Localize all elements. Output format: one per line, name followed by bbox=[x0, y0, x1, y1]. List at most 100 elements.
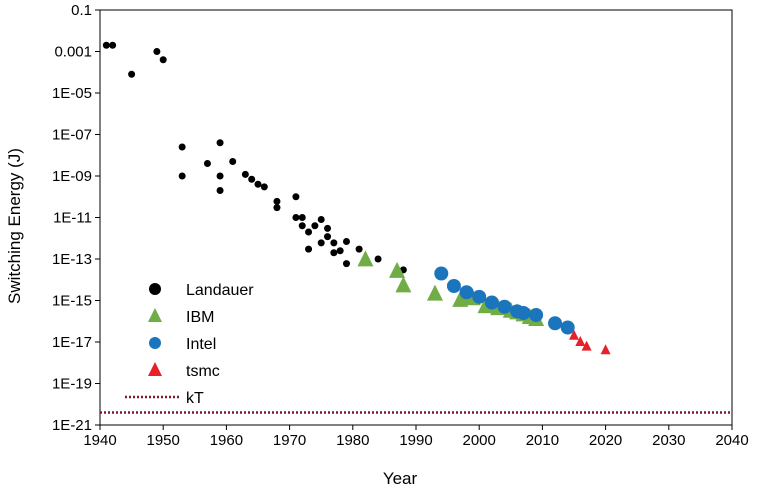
y-tick-label: 1E-19 bbox=[52, 376, 92, 393]
legend-item-kt: kT bbox=[125, 390, 204, 407]
landauer-point bbox=[305, 228, 313, 236]
y-tick-label: 1E-05 bbox=[52, 85, 92, 102]
y-tick-label: 1E-07 bbox=[52, 127, 92, 144]
landauer-point bbox=[273, 204, 281, 212]
y-tick-label: 1E-09 bbox=[52, 168, 92, 185]
legend-item-landauer: Landauer bbox=[149, 282, 254, 299]
landauer-point bbox=[342, 260, 350, 268]
landauer-point bbox=[336, 247, 344, 255]
intel-point bbox=[484, 295, 499, 310]
ibm-point bbox=[389, 261, 406, 278]
x-axis-ticks: 1940 1950 1960 1970 1980 1990 2000 2010 2020 2030… bbox=[83, 425, 749, 449]
landauer-point bbox=[292, 193, 300, 201]
landauer-point bbox=[128, 70, 136, 78]
landauer-point bbox=[292, 214, 300, 221]
legend-label: tsmc bbox=[186, 363, 220, 380]
legend-marker bbox=[148, 308, 162, 322]
landauer-point bbox=[254, 180, 262, 188]
landauer-point bbox=[203, 160, 211, 168]
landauer-point bbox=[102, 41, 110, 49]
landauer-point bbox=[229, 157, 237, 165]
legend-marker bbox=[148, 362, 162, 376]
series-tsmc bbox=[569, 329, 611, 355]
landauer-point bbox=[324, 233, 332, 241]
tsmc-point bbox=[600, 344, 611, 355]
x-tick-label: 1990 bbox=[399, 432, 432, 449]
x-tick-label: 2040 bbox=[715, 432, 748, 449]
intel-point bbox=[529, 308, 544, 323]
y-tick-label: 1E-21 bbox=[52, 417, 92, 434]
landauer-point bbox=[317, 239, 325, 247]
y-tick-label: 0.001 bbox=[54, 44, 92, 61]
landauer-point bbox=[298, 222, 306, 230]
y-tick-label: 1E-17 bbox=[52, 334, 92, 351]
y-tick-label: 1E-11 bbox=[53, 210, 92, 227]
y-tick-label: 0.1 bbox=[71, 2, 92, 19]
landauer-point bbox=[153, 48, 161, 55]
x-tick-label: 2000 bbox=[463, 432, 496, 449]
legend-marker bbox=[149, 337, 161, 349]
landauer-point bbox=[216, 172, 224, 180]
landauer-point bbox=[216, 187, 224, 195]
legend-label: Intel bbox=[186, 336, 216, 353]
landauer-point bbox=[374, 255, 382, 263]
x-tick-label: 1970 bbox=[273, 432, 306, 449]
landauer-point bbox=[273, 197, 281, 205]
landauer-point bbox=[109, 41, 117, 49]
legend-label: kT bbox=[186, 390, 204, 407]
landauer-point bbox=[330, 239, 338, 247]
y-axis-title: Switching Energy (J) bbox=[5, 148, 24, 304]
x-tick-label: 2020 bbox=[589, 432, 622, 449]
legend-item-intel: Intel bbox=[149, 336, 216, 353]
x-axis-title: Year bbox=[383, 469, 418, 488]
tsmc-point bbox=[569, 329, 579, 340]
landauer-point bbox=[311, 222, 319, 230]
landauer-point bbox=[260, 183, 268, 191]
x-tick-label: 1960 bbox=[210, 432, 243, 449]
landauer-point bbox=[305, 245, 313, 253]
data-points-layer bbox=[102, 41, 611, 355]
legend-marker bbox=[149, 283, 161, 295]
y-tick-label: 1E-15 bbox=[52, 293, 92, 310]
intel-point bbox=[497, 299, 512, 314]
legend-label: Landauer bbox=[186, 282, 254, 299]
intel-point bbox=[548, 316, 563, 331]
landauer-point bbox=[241, 170, 249, 178]
landauer-point bbox=[159, 56, 167, 64]
intel-point bbox=[434, 266, 449, 281]
intel-point bbox=[472, 289, 487, 304]
landauer-point bbox=[342, 237, 350, 245]
landauer-point bbox=[330, 249, 338, 257]
x-tick-label: 1950 bbox=[147, 432, 180, 449]
landauer-point bbox=[248, 175, 256, 183]
legend-item-ibm: IBM bbox=[148, 308, 214, 326]
landauer-point bbox=[298, 214, 306, 221]
intel-point bbox=[446, 278, 461, 293]
ibm-point bbox=[426, 284, 443, 301]
legend-label: IBM bbox=[186, 309, 214, 326]
x-tick-label: 2030 bbox=[652, 432, 685, 449]
landauer-point bbox=[178, 143, 186, 151]
ibm-point bbox=[395, 276, 412, 293]
landauer-point bbox=[216, 139, 224, 147]
x-tick-label: 2010 bbox=[526, 432, 559, 449]
series-intel bbox=[434, 266, 575, 335]
intel-point bbox=[459, 285, 474, 300]
x-tick-label: 1980 bbox=[336, 432, 369, 449]
landauer-point bbox=[178, 172, 186, 180]
legend: Landauer IBM Intel tsmc kT bbox=[125, 282, 254, 407]
intel-point bbox=[560, 320, 575, 335]
x-tick-label: 1940 bbox=[83, 432, 116, 449]
landauer-point bbox=[355, 245, 363, 253]
series-landauer bbox=[102, 41, 407, 274]
y-axis-ticks: 0.1 0.001 1E-05 1E-07 1E-09 1E-11 1E-13 1E-15 1E… bbox=[52, 2, 100, 434]
tsmc-point bbox=[581, 340, 592, 351]
intel-point bbox=[516, 305, 531, 320]
landauer-point bbox=[324, 224, 332, 232]
tsmc-point bbox=[575, 336, 586, 346]
ibm-point bbox=[357, 250, 374, 267]
landauer-point bbox=[317, 216, 325, 224]
y-tick-label: 1E-13 bbox=[52, 251, 92, 268]
legend-item-tsmc: tsmc bbox=[148, 362, 220, 380]
